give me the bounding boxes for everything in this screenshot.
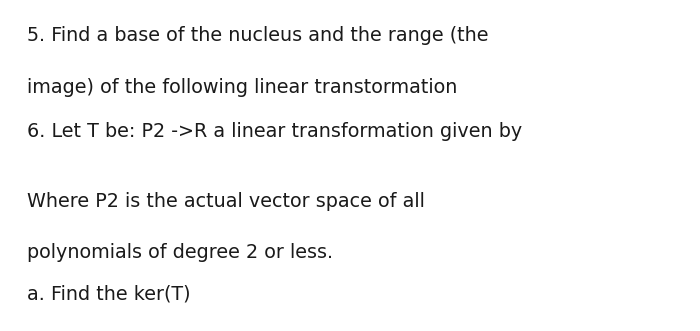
Text: a. Find the ker(T): a. Find the ker(T): [27, 285, 190, 304]
Text: Where P2 is the actual vector space of all: Where P2 is the actual vector space of a…: [27, 192, 424, 211]
Text: 5. Find a base of the nucleus and the range (the: 5. Find a base of the nucleus and the ra…: [27, 26, 488, 45]
Text: image) of the following linear transtormation: image) of the following linear transtorm…: [27, 78, 457, 97]
Text: 6. Let T be: P2 ->R a linear transformation given by: 6. Let T be: P2 ->R a linear transformat…: [27, 122, 522, 141]
Text: polynomials of degree 2 or less.: polynomials of degree 2 or less.: [27, 243, 332, 262]
